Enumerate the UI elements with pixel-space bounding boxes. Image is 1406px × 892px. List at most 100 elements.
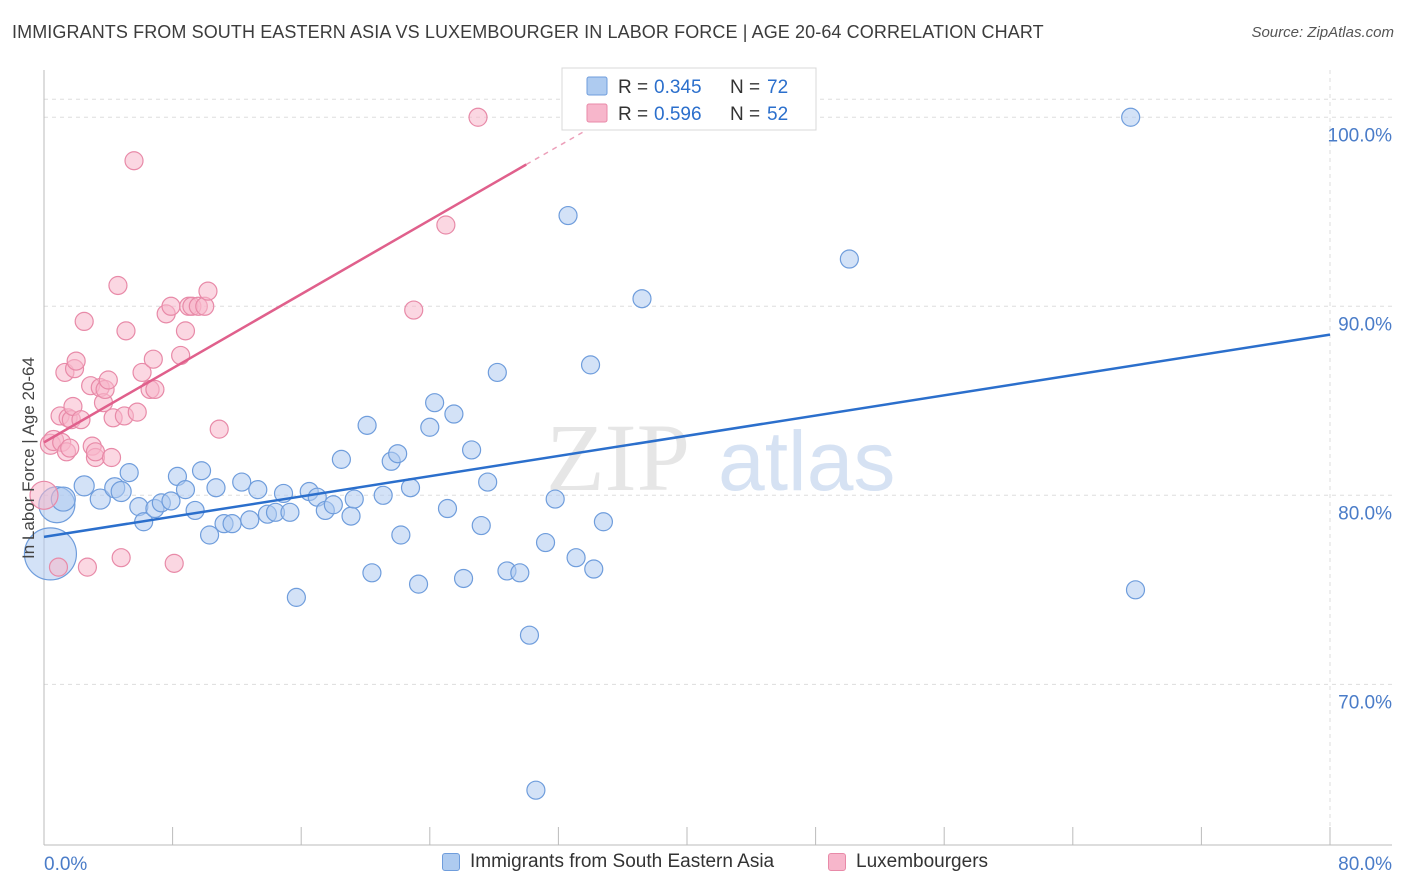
point-lux xyxy=(175,321,196,341)
x-tick-label-max: 80.0% xyxy=(1338,854,1392,875)
legend-bottom: Immigrants from South Eastern Asia Luxem… xyxy=(0,851,1406,879)
legend-r-value-1: 0.345 xyxy=(654,77,702,98)
point-sea xyxy=(580,355,601,375)
tick-labels: 70.0% 80.0% 90.0% 100.0% 0.0% 80.0% xyxy=(44,125,1392,875)
watermark-atlas: atlas xyxy=(718,414,895,508)
point-lux xyxy=(209,419,229,439)
legend-r-value-2: 0.596 xyxy=(654,104,702,125)
point-lux xyxy=(29,480,59,510)
point-lux xyxy=(101,447,122,468)
point-sea xyxy=(535,532,556,553)
point-lux xyxy=(132,362,152,383)
watermark: ZIP atlas xyxy=(546,404,895,511)
y-axis-label: In Labor Force | Age 20-64 xyxy=(19,357,38,559)
point-sea xyxy=(119,463,139,483)
point-sea xyxy=(286,587,306,607)
point-sea xyxy=(1121,107,1141,127)
point-sea xyxy=(206,478,226,498)
point-sea xyxy=(199,525,220,545)
point-lux xyxy=(116,321,136,341)
legend-swatch-sea xyxy=(442,853,460,871)
point-sea xyxy=(839,249,859,269)
point-sea xyxy=(344,489,364,509)
axes xyxy=(43,70,1392,846)
trend-lines xyxy=(43,131,1331,539)
point-sea xyxy=(323,495,343,515)
trend-line-lux xyxy=(43,163,527,444)
point-sea xyxy=(408,574,429,594)
point-sea xyxy=(545,489,565,509)
trend-line-sea xyxy=(43,333,1331,539)
legend-label-lux: Luxembourgers xyxy=(856,851,989,872)
point-sea xyxy=(391,525,411,545)
point-sea xyxy=(161,491,181,511)
point-sea xyxy=(593,512,614,532)
point-sea xyxy=(558,205,578,226)
point-sea xyxy=(175,480,196,500)
legend-n-value-1: 72 xyxy=(767,77,788,98)
point-lux xyxy=(436,215,456,235)
point-sea xyxy=(471,515,491,536)
legend-swatch-blue xyxy=(586,76,608,96)
point-sea xyxy=(222,514,242,534)
point-sea xyxy=(437,498,458,519)
point-lux xyxy=(145,379,165,400)
point-sea xyxy=(584,559,604,579)
point-lux xyxy=(198,281,218,301)
point-lux xyxy=(127,402,147,422)
legend-top: R = 0.345 N = 72 R = 0.596 N = 52 xyxy=(561,67,817,131)
point-sea xyxy=(510,563,530,583)
x-tick-label-min: 0.0% xyxy=(44,854,87,875)
legend-n-label-2: N = xyxy=(730,104,760,125)
point-sea xyxy=(478,472,498,492)
point-sea xyxy=(362,563,382,583)
legend-swatch-lux xyxy=(828,853,846,871)
point-lux xyxy=(77,557,98,577)
point-sea xyxy=(420,417,440,437)
point-sea xyxy=(453,568,474,589)
point-lux xyxy=(468,107,488,127)
point-sea xyxy=(632,289,652,309)
point-sea xyxy=(331,449,351,469)
legend-swatch-pink xyxy=(586,103,608,123)
point-sea xyxy=(232,472,252,492)
y-tick-label: 80.0% xyxy=(1338,503,1392,524)
point-lux xyxy=(74,311,94,332)
point-sea xyxy=(519,625,540,645)
point-sea xyxy=(526,780,546,800)
point-sea xyxy=(1125,580,1146,600)
point-lux xyxy=(164,553,184,573)
point-lux xyxy=(171,345,191,366)
data-points xyxy=(23,107,1146,800)
point-sea xyxy=(388,444,408,464)
y-tick-label: 70.0% xyxy=(1338,692,1392,713)
point-sea xyxy=(341,506,361,526)
legend-r-label-2: R = xyxy=(618,104,648,125)
point-lux xyxy=(108,275,128,296)
point-sea xyxy=(185,500,205,521)
point-lux xyxy=(143,349,163,369)
point-sea xyxy=(357,415,377,435)
chart-title: IMMIGRANTS FROM SOUTH EASTERN ASIA VS LU… xyxy=(12,22,1044,42)
point-sea xyxy=(110,480,132,503)
legend-item-sea: Immigrants from South Eastern Asia xyxy=(442,851,774,873)
legend-n-label-1: N = xyxy=(730,77,760,98)
point-sea xyxy=(280,502,300,522)
y-tick-label: 100.0% xyxy=(1328,125,1393,146)
point-sea xyxy=(73,475,95,497)
point-sea xyxy=(373,485,393,505)
point-lux xyxy=(111,548,131,568)
point-sea xyxy=(191,461,212,481)
source-credit: Source: ZipAtlas.com xyxy=(1251,24,1394,41)
point-sea xyxy=(240,510,260,530)
y-tick-label: 90.0% xyxy=(1338,314,1392,335)
point-sea xyxy=(248,480,268,500)
legend-r-label-1: R = xyxy=(618,77,648,98)
point-lux xyxy=(124,151,144,171)
point-lux xyxy=(98,370,118,390)
point-sea xyxy=(425,393,445,413)
point-sea xyxy=(444,404,464,424)
point-lux xyxy=(161,296,181,316)
point-lux xyxy=(60,438,80,458)
